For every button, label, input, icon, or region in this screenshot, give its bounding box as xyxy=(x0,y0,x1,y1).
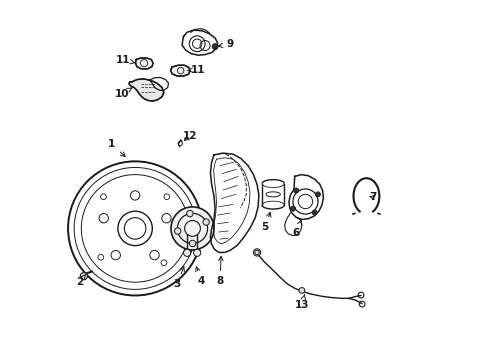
Circle shape xyxy=(193,249,201,256)
Text: 3: 3 xyxy=(173,267,184,289)
Polygon shape xyxy=(129,79,163,101)
Circle shape xyxy=(203,219,209,225)
Text: 10: 10 xyxy=(114,88,132,99)
Text: 2: 2 xyxy=(76,274,85,287)
Circle shape xyxy=(298,288,304,293)
Circle shape xyxy=(183,249,190,256)
Text: 13: 13 xyxy=(294,294,308,310)
Text: 7: 7 xyxy=(368,192,376,202)
Text: 1: 1 xyxy=(108,139,125,157)
Text: 12: 12 xyxy=(183,131,197,141)
Circle shape xyxy=(290,206,295,211)
Circle shape xyxy=(315,192,320,197)
Circle shape xyxy=(186,210,193,217)
Text: 8: 8 xyxy=(216,256,224,286)
Circle shape xyxy=(212,44,218,49)
Text: 5: 5 xyxy=(261,212,270,232)
Text: 9: 9 xyxy=(218,40,233,49)
Circle shape xyxy=(311,210,317,215)
Circle shape xyxy=(189,240,195,247)
Text: 6: 6 xyxy=(292,220,301,238)
Circle shape xyxy=(253,249,260,256)
Text: 11: 11 xyxy=(187,64,204,75)
Polygon shape xyxy=(135,58,153,69)
Circle shape xyxy=(80,273,87,280)
Circle shape xyxy=(293,188,298,193)
Circle shape xyxy=(171,207,214,250)
Text: 11: 11 xyxy=(116,55,134,65)
Text: 4: 4 xyxy=(195,267,205,286)
Polygon shape xyxy=(170,65,190,76)
Circle shape xyxy=(174,228,181,234)
